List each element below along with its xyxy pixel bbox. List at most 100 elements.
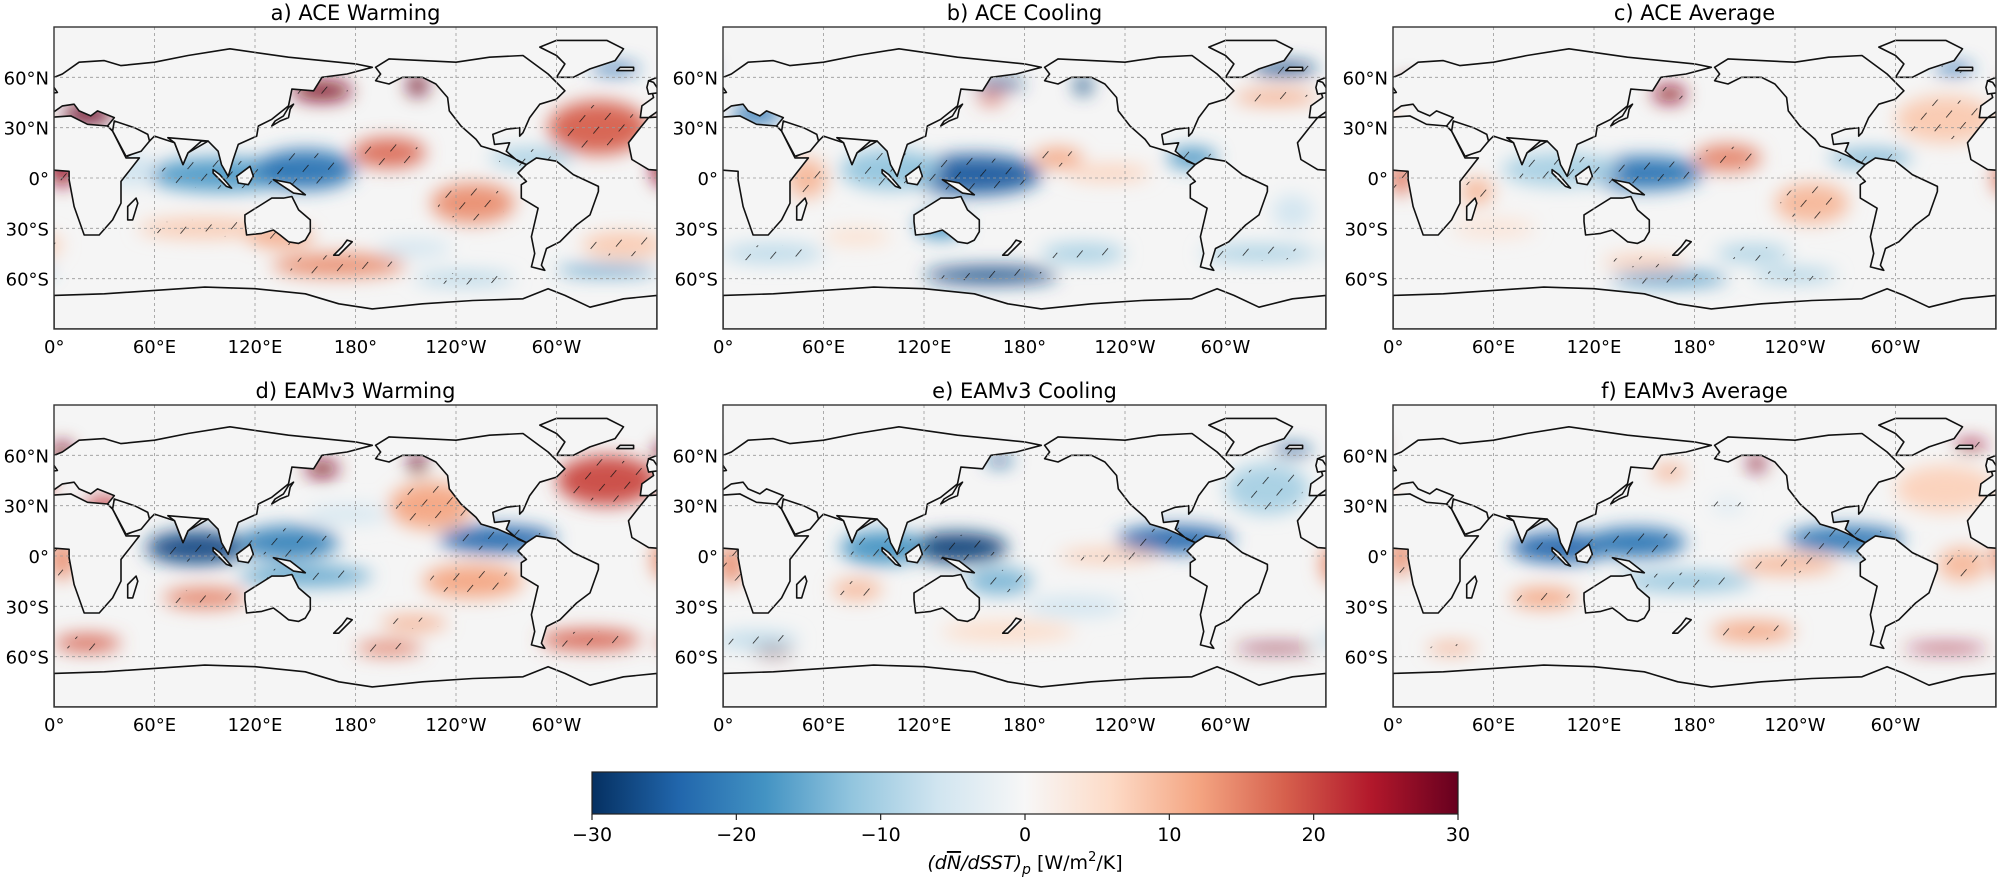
- land-antarctica: [723, 286, 1326, 329]
- land-sumatra: [1551, 546, 1572, 567]
- land-madagascar: [1465, 197, 1478, 221]
- land-nz: [332, 617, 353, 634]
- hatch-region: [395, 485, 467, 526]
- land-india: [836, 514, 878, 544]
- hatch-region: [835, 581, 879, 599]
- panel-title: a) ACE Warming: [271, 1, 441, 25]
- land-japan: [271, 481, 295, 505]
- land-s-america: [517, 535, 600, 650]
- colorbar-label-unit-b: /K]: [1096, 852, 1122, 874]
- land-arabia-fix: [1450, 120, 1490, 157]
- x-tick-label: 60°E: [133, 337, 176, 358]
- hatch-region: [1593, 529, 1679, 556]
- y-tick-label: 30°N: [1343, 119, 1388, 140]
- land-greenland: [1208, 417, 1294, 457]
- land-newguinea: [1611, 556, 1646, 574]
- land-n-america: [1043, 432, 1235, 544]
- hatch-region: [1594, 158, 1695, 188]
- x-tick-label: 180°: [1673, 715, 1716, 736]
- anomaly-blob: [54, 237, 63, 254]
- land-sumatra: [212, 546, 233, 567]
- map-frame: [1392, 26, 1997, 330]
- hatch-region: [245, 528, 332, 557]
- land-n-america: [374, 432, 566, 544]
- land-africa: [54, 115, 657, 236]
- hatch-region: [723, 632, 793, 647]
- x-tick-label: 180°: [1003, 337, 1046, 358]
- x-tick-label: 180°: [334, 337, 377, 358]
- panel-title: e) EAMv3 Cooling: [932, 379, 1117, 403]
- x-tick-label: 60°W: [532, 715, 582, 736]
- x-tick-label: 0°: [44, 715, 64, 736]
- land-nz: [1671, 617, 1692, 634]
- land-india: [167, 514, 209, 544]
- land-india: [1506, 514, 1548, 544]
- land-nz: [1001, 617, 1022, 634]
- land-madagascar: [795, 575, 808, 599]
- land-s-america: [1186, 157, 1269, 272]
- coastlines: [54, 39, 657, 329]
- land-antarctica: [54, 664, 657, 707]
- land-borneo: [1574, 165, 1594, 186]
- hatch-region: [1462, 180, 1492, 203]
- land-antarctica: [54, 286, 657, 329]
- land-uk: [54, 79, 657, 95]
- x-tick-label: 0°: [1383, 715, 1403, 736]
- x-tick-label: 0°: [713, 715, 733, 736]
- hatch-region: [1323, 637, 1326, 643]
- land-borneo: [235, 165, 255, 186]
- land-sumatra: [881, 168, 902, 189]
- land-arabia-fix: [1450, 498, 1490, 535]
- land-australia: [244, 573, 312, 623]
- land-africa: [1393, 493, 1996, 614]
- panel-title: d) EAMv3 Warming: [256, 379, 456, 403]
- gridlines: [54, 405, 657, 707]
- hatch-region: [430, 566, 516, 596]
- gridlines: [723, 27, 1326, 329]
- land-s-america: [1186, 535, 1269, 650]
- land-eurasia: [1393, 48, 1996, 178]
- hatch-region: [1721, 246, 1785, 261]
- y-tick-label: 60°N: [1343, 446, 1388, 467]
- coastlines: [1393, 417, 1996, 707]
- hatch-region: [1699, 146, 1757, 170]
- hatch-region: [437, 186, 509, 221]
- colorbar-label-mid: /dSST): [959, 852, 1022, 874]
- hatch-region: [1515, 589, 1573, 607]
- land-iceland: [616, 66, 635, 72]
- y-tick-label: 30°S: [1345, 219, 1388, 240]
- land-eurasia: [54, 48, 657, 178]
- colorbar-label-sub: p: [1021, 862, 1031, 878]
- land-sumatra: [881, 546, 902, 567]
- land-iceland: [616, 444, 635, 450]
- land-madagascar: [795, 197, 808, 221]
- hatch-region: [970, 569, 1028, 593]
- gridlines: [54, 27, 657, 329]
- hatch-region: [59, 636, 116, 651]
- land-sumatra: [1551, 168, 1572, 189]
- land-australia: [913, 195, 981, 245]
- y-tick-label: 0°: [698, 169, 718, 190]
- gridlines: [723, 405, 1326, 707]
- x-tick-label: 120°W: [1094, 337, 1155, 358]
- colorbar: −30 −20 −10 0 10 20 30 (dN/dSST)p [W/m2/K]: [572, 771, 1470, 878]
- y-tick-label: 60°N: [673, 68, 718, 89]
- land-madagascar: [1465, 575, 1478, 599]
- land-japan: [271, 103, 295, 127]
- x-tick-label: 120°E: [228, 337, 283, 358]
- hatch-region: [1713, 498, 1743, 513]
- anomaly-blob: [823, 228, 891, 246]
- x-tick-label: 180°: [1003, 715, 1046, 736]
- y-tick-label: 60°S: [1345, 648, 1388, 669]
- land-eurasia: [723, 426, 1326, 556]
- x-tick-label: 0°: [713, 337, 733, 358]
- hatch-region: [157, 160, 286, 189]
- hatch-region: [934, 268, 1048, 283]
- anomaly-blob: [977, 94, 1005, 105]
- x-tick-label: 120°W: [1094, 715, 1155, 736]
- land-iceland: [1955, 66, 1974, 72]
- y-tick-label: 60°S: [675, 648, 718, 669]
- land-antarctica: [1393, 664, 1996, 707]
- gridlines: [1393, 405, 1996, 707]
